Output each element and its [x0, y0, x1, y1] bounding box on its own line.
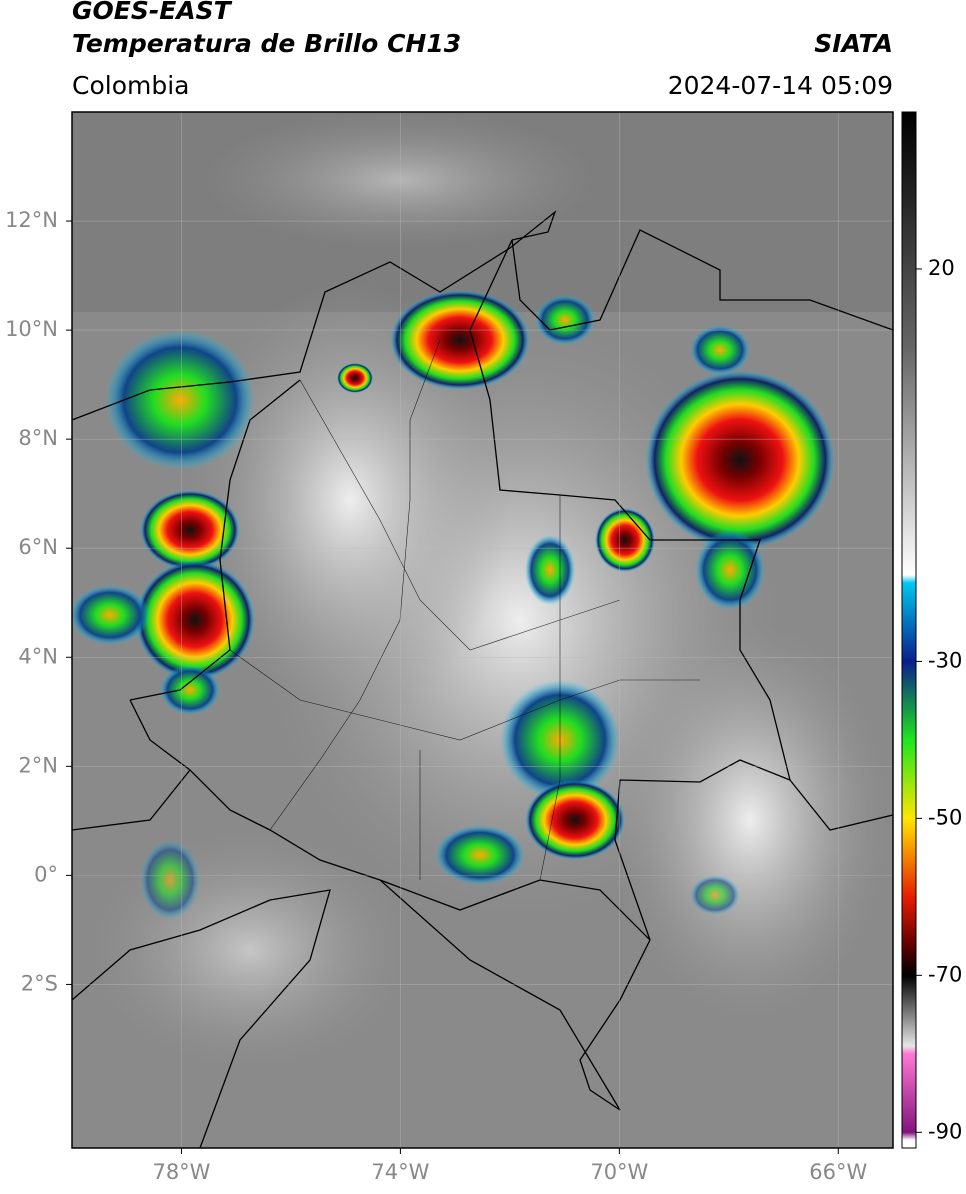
lon-tick-label: 66°W — [809, 1160, 867, 1184]
satellite-image — [72, 112, 893, 1148]
colorbar-tick-label: 20 — [928, 256, 955, 280]
colorbar-tick-label: -30 — [928, 648, 962, 672]
lat-tick-label: 10°N — [5, 317, 58, 341]
lon-tick-label: 78°W — [152, 1160, 210, 1184]
colorbar-tick-label: -70 — [928, 962, 962, 986]
colorbar-tick-label: -50 — [928, 805, 962, 829]
region: Colombia — [72, 71, 189, 100]
colorbar-tick-label: -90 — [928, 1119, 962, 1143]
lat-tick-label: 8°N — [18, 426, 58, 450]
lon-tick-label: 74°W — [371, 1160, 429, 1184]
lat-tick-label: 2°N — [18, 753, 58, 777]
lat-tick-label: 6°N — [18, 535, 58, 559]
datetime: 2024-07-14 05:09 — [668, 71, 893, 100]
lat-tick-label: 0° — [34, 862, 58, 886]
colorbar — [901, 111, 917, 1149]
map-frame — [71, 111, 894, 1149]
source: SIATA — [814, 29, 893, 58]
lat-tick-label: 12°N — [5, 208, 58, 232]
lat-tick-label: 4°N — [18, 644, 58, 668]
graticule — [72, 112, 893, 1148]
title: GOES-EAST — [72, 0, 233, 25]
lon-tick-label: 70°W — [590, 1160, 648, 1184]
lat-tick-label: 2°S — [21, 971, 58, 995]
subtitle: Temperatura de Brillo CH13 — [72, 29, 461, 58]
